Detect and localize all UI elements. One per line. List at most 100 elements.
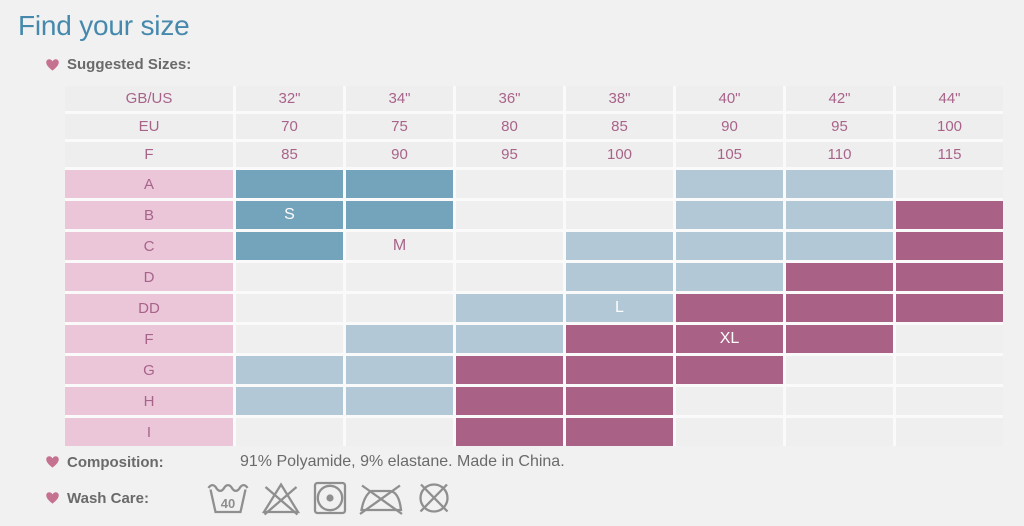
tumble-dry-icon [313,481,347,515]
size-cell [786,387,893,415]
cup-row-label: D [65,263,233,291]
size-cell [896,201,1003,229]
size-cell [236,325,343,353]
size-cell [786,232,893,260]
size-cell [786,201,893,229]
size-cell [676,201,783,229]
size-cell [456,201,563,229]
size-cell [786,325,893,353]
size-cell [566,232,673,260]
size-cell [896,356,1003,384]
do-not-iron-icon [359,484,403,515]
header-size-cell: 75 [346,114,453,139]
size-cell [346,294,453,322]
size-cell [236,170,343,198]
size-cell [456,294,563,322]
header-size-cell: 100 [566,142,673,167]
size-cell [676,356,783,384]
header-row-label: GB/US [65,86,233,111]
header-size-cell: 44" [896,86,1003,111]
size-cell [456,263,563,291]
cup-row-label: DD [65,294,233,322]
size-cell [786,294,893,322]
size-cell [676,232,783,260]
size-cell [566,170,673,198]
size-cell [786,356,893,384]
header-size-cell: 80 [456,114,563,139]
composition-label-block: Composition: [45,454,240,471]
size-cell [786,263,893,291]
size-cell [566,356,673,384]
header-size-cell: 115 [896,142,1003,167]
size-cell [456,232,563,260]
header-size-cell: 90 [676,114,783,139]
size-cell: M [346,232,453,260]
svg-text:40: 40 [221,496,235,511]
header-size-cell: 85 [236,142,343,167]
size-cell [236,418,343,446]
size-cell [236,263,343,291]
composition-value: 91% Polyamide, 9% elastane. Made in Chin… [240,453,565,470]
size-cell [236,387,343,415]
size-cell [786,418,893,446]
composition-row: Composition: 91% Polyamide, 9% elastane.… [45,453,565,471]
size-cell [346,263,453,291]
header-row-label: EU [65,114,233,139]
size-cell [676,294,783,322]
header-size-cell: 40" [676,86,783,111]
header-size-cell: 70 [236,114,343,139]
size-cell [566,263,673,291]
heart-icon [45,58,60,72]
size-cell [896,387,1003,415]
size-cell [456,418,563,446]
size-cell [236,294,343,322]
do-not-dry-clean-icon [419,483,449,513]
header-size-cell: 36" [456,86,563,111]
size-cell [566,325,673,353]
size-cell [346,325,453,353]
size-cell [896,294,1003,322]
header-size-cell: 105 [676,142,783,167]
header-size-cell: 85 [566,114,673,139]
header-size-cell: 95 [456,142,563,167]
size-cell [896,418,1003,446]
header-size-cell: 95 [786,114,893,139]
wash-care-label: Wash Care: [67,489,149,507]
header-size-cell: 38" [566,86,673,111]
cup-row-label: F [65,325,233,353]
cup-row-label: H [65,387,233,415]
wash-care-row: Wash Care: 40 [45,476,455,520]
size-cell: L [566,294,673,322]
wash-care-label-block: Wash Care: [45,490,205,507]
size-cell: S [236,201,343,229]
heart-icon [45,491,60,505]
size-cell [786,170,893,198]
composition-label: Composition: [67,453,164,471]
size-cell [346,387,453,415]
do-not-bleach-icon [261,482,301,516]
size-cell [676,418,783,446]
size-cell [346,418,453,446]
size-cell [566,201,673,229]
cup-row-label: B [65,201,233,229]
size-cell [676,170,783,198]
suggested-sizes-row: Suggested Sizes: [45,56,191,73]
cup-row-label: A [65,170,233,198]
size-cell [456,170,563,198]
size-cell [896,170,1003,198]
size-cell [346,201,453,229]
header-row-label: F [65,142,233,167]
size-cell [236,232,343,260]
size-cell [346,170,453,198]
size-cell [896,263,1003,291]
header-size-cell: 42" [786,86,893,111]
size-cell [676,387,783,415]
header-size-cell: 34" [346,86,453,111]
cup-row-label: G [65,356,233,384]
header-size-cell: 32" [236,86,343,111]
size-cell [676,263,783,291]
size-cell [346,356,453,384]
header-size-cell: 90 [346,142,453,167]
suggested-sizes-label: Suggested Sizes: [67,56,192,73]
